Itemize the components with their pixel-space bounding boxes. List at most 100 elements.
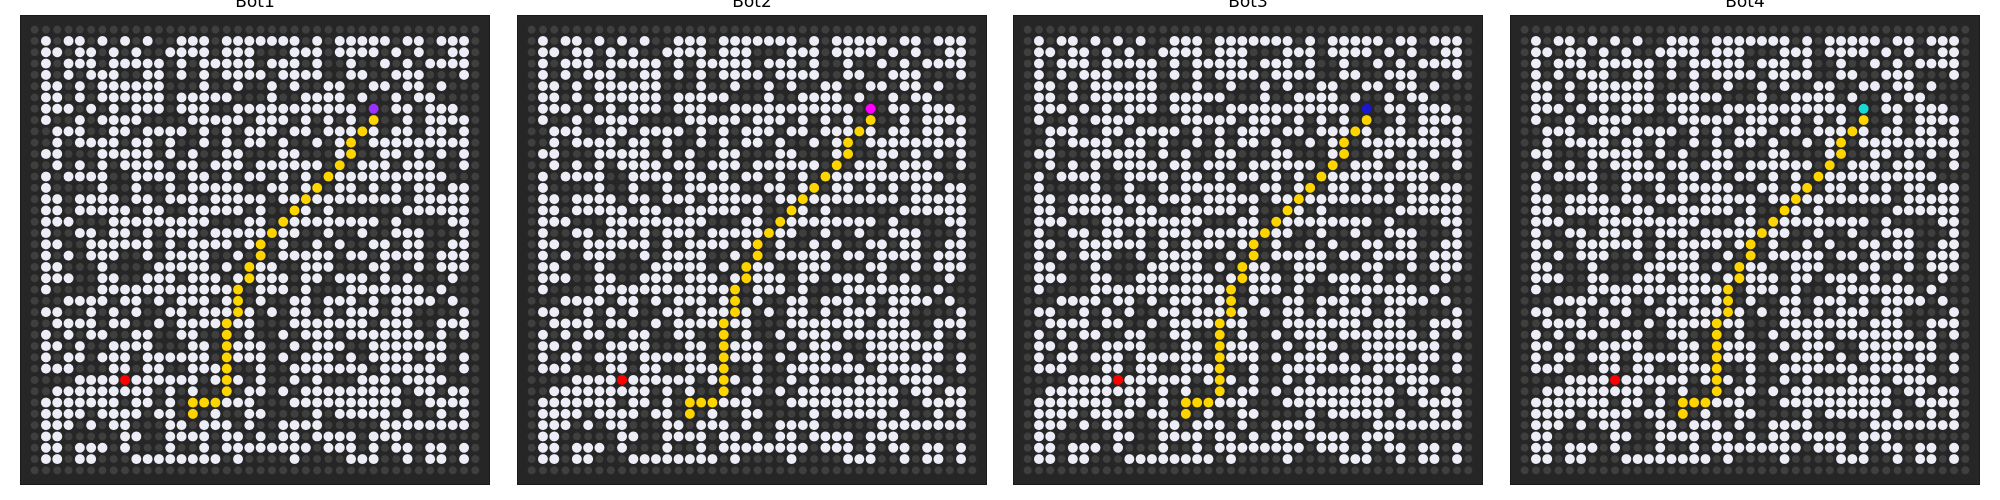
blocked-cell [1023, 59, 1032, 68]
blocked-cell [64, 149, 73, 158]
blocked-cell [527, 387, 536, 396]
open-cell [617, 352, 628, 363]
open-cell [684, 273, 695, 284]
blocked-cell [821, 36, 830, 45]
blocked-cell [911, 127, 920, 136]
blocked-cell [1080, 466, 1089, 475]
blocked-cell [731, 217, 740, 226]
open-cell [334, 397, 345, 408]
open-cell [730, 273, 741, 284]
open-cell [74, 58, 85, 69]
blocked-cell [674, 116, 683, 125]
blocked-cell [448, 432, 457, 441]
open-cell [300, 47, 311, 58]
open-cell [255, 216, 266, 227]
open-cell [956, 386, 967, 397]
open-cell [52, 92, 63, 103]
blocked-cell [1464, 70, 1473, 79]
blocked-cell [279, 206, 288, 215]
open-cell [1113, 35, 1124, 46]
open-cell [1158, 239, 1169, 250]
blocked-cell [561, 262, 570, 271]
open-cell [899, 228, 910, 239]
open-cell [594, 171, 605, 182]
blocked-cell [1091, 455, 1100, 464]
open-cell [40, 81, 51, 92]
blocked-cell [1114, 330, 1123, 339]
open-cell [888, 137, 899, 148]
blocked-cell [1656, 36, 1665, 45]
open-cell [1079, 69, 1090, 80]
blocked-cell [64, 161, 73, 170]
open-cell [425, 295, 436, 306]
open-cell [718, 126, 729, 137]
open-cell [1237, 171, 1248, 182]
blocked-cell [53, 183, 62, 192]
open-cell [176, 58, 187, 69]
open-cell [1293, 273, 1304, 284]
blocked-cell [1159, 364, 1168, 373]
path-cell [718, 329, 729, 340]
open-cell [1192, 273, 1203, 284]
blocked-cell [166, 161, 175, 170]
blocked-cell [267, 319, 276, 328]
blocked-cell [1351, 25, 1360, 34]
open-cell [255, 126, 266, 137]
blocked-cell [211, 296, 220, 305]
blocked-cell [1170, 409, 1179, 418]
open-cell [1169, 216, 1180, 227]
open-cell [1124, 341, 1135, 352]
blocked-cell [1260, 25, 1269, 34]
open-cell [933, 284, 944, 295]
open-cell [379, 137, 390, 148]
blocked-cell [414, 59, 423, 68]
blocked-cell [1328, 251, 1337, 260]
open-cell [1282, 374, 1293, 385]
open-cell [1305, 408, 1316, 419]
open-cell [922, 58, 933, 69]
blocked-cell [968, 70, 977, 79]
open-cell [865, 182, 876, 193]
open-cell [617, 92, 628, 103]
blocked-cell [1961, 59, 1970, 68]
blocked-cell [448, 353, 457, 362]
blocked-cell [1170, 25, 1179, 34]
blocked-cell [1023, 206, 1032, 215]
blocked-cell [1249, 93, 1258, 102]
open-cell [1226, 115, 1237, 126]
open-cell [1124, 58, 1135, 69]
open-cell [1440, 239, 1451, 250]
open-cell [233, 35, 244, 46]
blocked-cell [923, 82, 932, 91]
blocked-cell [437, 240, 446, 249]
blocked-cell [1464, 251, 1473, 260]
blocked-cell [1407, 308, 1416, 317]
open-cell [244, 420, 255, 431]
blocked-cell [1340, 466, 1349, 475]
open-cell [1440, 318, 1451, 329]
blocked-cell [290, 387, 299, 396]
blocked-cell [1678, 25, 1687, 34]
blocked-cell [527, 409, 536, 418]
open-cell [1135, 352, 1146, 363]
open-cell [1361, 239, 1372, 250]
open-cell [549, 363, 560, 374]
open-cell [854, 160, 865, 171]
open-cell [1101, 239, 1112, 250]
open-cell [888, 69, 899, 80]
open-cell [797, 250, 808, 261]
blocked-cell [471, 409, 480, 418]
open-cell [1180, 431, 1191, 442]
blocked-cell [177, 82, 186, 91]
blocked-cell [968, 36, 977, 45]
open-cell [300, 261, 311, 272]
open-cell [1169, 47, 1180, 58]
blocked-cell [1656, 25, 1665, 34]
open-cell [1361, 182, 1372, 193]
blocked-cell [448, 330, 457, 339]
open-cell [1146, 374, 1157, 385]
open-cell [255, 69, 266, 80]
open-cell [1790, 47, 1801, 58]
blocked-cell [211, 251, 220, 260]
open-cell [1452, 454, 1463, 465]
